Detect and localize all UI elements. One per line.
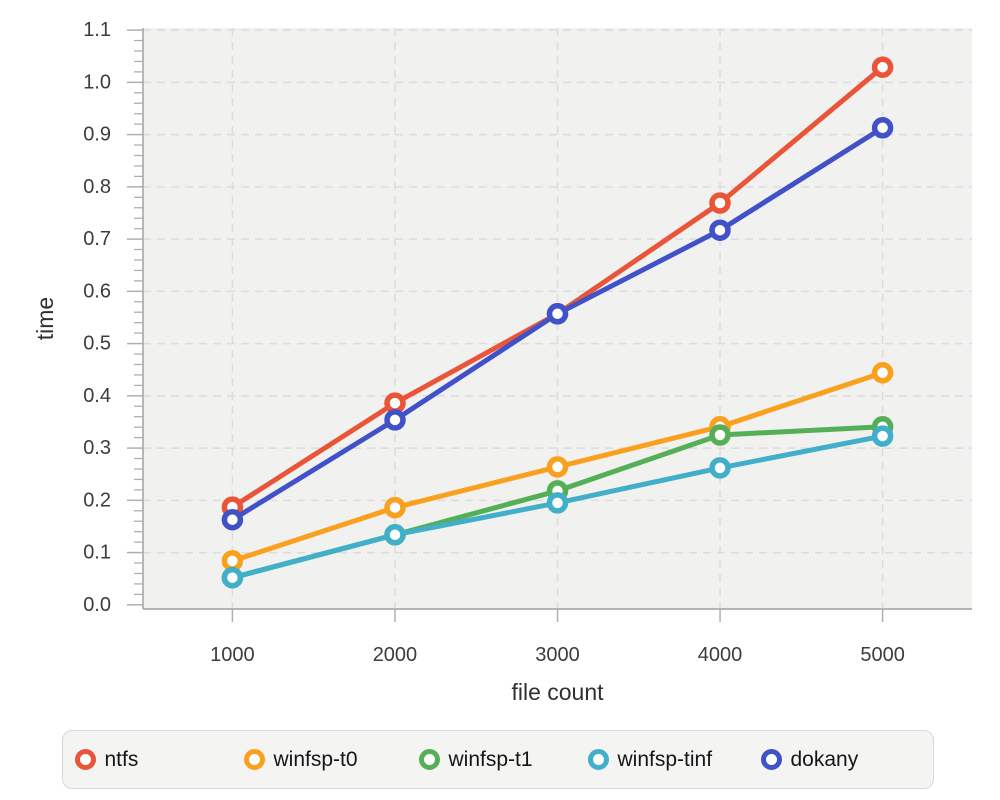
- series-marker-winfsp-tinf: [384, 524, 406, 546]
- series-marker-dokany: [709, 219, 731, 241]
- legend-marker-icon: [760, 749, 782, 770]
- series-marker-winfsp-t0: [871, 362, 894, 384]
- x-tick-label: 2000: [373, 644, 418, 666]
- x-tick-label: 3000: [535, 644, 580, 666]
- series-marker-winfsp-t0: [384, 496, 406, 519]
- x-tick-label: 5000: [860, 644, 905, 666]
- legend-label: winfsp-t1: [448, 748, 533, 771]
- legend-marker-icon: [587, 749, 609, 770]
- y-tick-label: 0.1: [83, 542, 111, 564]
- series-dokany: [221, 117, 894, 531]
- legend-label: winfsp-t0: [273, 748, 358, 771]
- series-marker-winfsp-t0: [221, 550, 244, 572]
- legend-marker-icon: [418, 749, 440, 770]
- series-marker-winfsp-t0: [546, 456, 569, 478]
- line-chart: 0.0 0.1 0.2 0.3 0.4 0.5 0.6 0.7 0.8 0.9 1.0 1.1 1000…: [32, 19, 972, 705]
- y-tick-label: 0.4: [83, 385, 111, 407]
- series-marker-winfsp-tinf: [709, 457, 731, 479]
- x-axis-title: file count: [511, 679, 604, 705]
- legend-item-winfsp-t1[interactable]: winfsp-t1: [418, 731, 533, 788]
- series-marker-winfsp-tinf: [871, 425, 894, 447]
- x-tick-label: 1000: [210, 644, 255, 666]
- x-tick-label: 4000: [698, 644, 743, 666]
- series-marker-dokany: [871, 117, 894, 139]
- series-marker-ntfs: [871, 56, 894, 78]
- legend: ntfs winfsp-t0 winfsp-t1 winfsp-tinf dokany: [62, 730, 934, 789]
- series-winfsp-t0: [221, 362, 894, 572]
- series-winfsp-tinf: [221, 425, 894, 589]
- y-tick-label: 0.0: [83, 594, 111, 616]
- y-tick-label: 1.0: [83, 71, 111, 93]
- legend-label: winfsp-tinf: [617, 748, 713, 771]
- y-tick-label: 0.8: [83, 176, 111, 198]
- legend-label: dokany: [790, 748, 859, 771]
- legend-item-dokany[interactable]: dokany: [760, 731, 859, 788]
- series-marker-winfsp-t1: [709, 424, 731, 446]
- y-tick-label: 0.3: [83, 437, 111, 459]
- y-tick-label: 0.9: [83, 124, 111, 146]
- legend-item-winfsp-t0[interactable]: winfsp-t0: [243, 731, 358, 788]
- legend-label: ntfs: [104, 748, 139, 771]
- y-tick-label: 0.7: [83, 228, 111, 250]
- series-marker-dokany: [221, 508, 244, 531]
- series-marker-ntfs: [384, 392, 406, 414]
- y-tick-label: 0.2: [83, 489, 111, 511]
- legend-item-winfsp-tinf[interactable]: winfsp-tinf: [587, 731, 713, 788]
- y-axis-title: time: [32, 297, 58, 340]
- series-marker-ntfs: [709, 192, 731, 214]
- series-marker-winfsp-tinf: [221, 566, 244, 589]
- y-tick-label: 1.1: [83, 19, 111, 41]
- y-tick-label: 0.6: [83, 280, 111, 302]
- series-marker-dokany: [546, 303, 569, 325]
- series-marker-dokany: [384, 409, 406, 431]
- series-marker-winfsp-tinf: [546, 492, 569, 514]
- legend-marker-icon: [74, 749, 96, 770]
- legend-item-ntfs[interactable]: ntfs: [74, 731, 139, 788]
- legend-marker-icon: [243, 749, 265, 770]
- y-tick-label: 0.5: [83, 333, 111, 355]
